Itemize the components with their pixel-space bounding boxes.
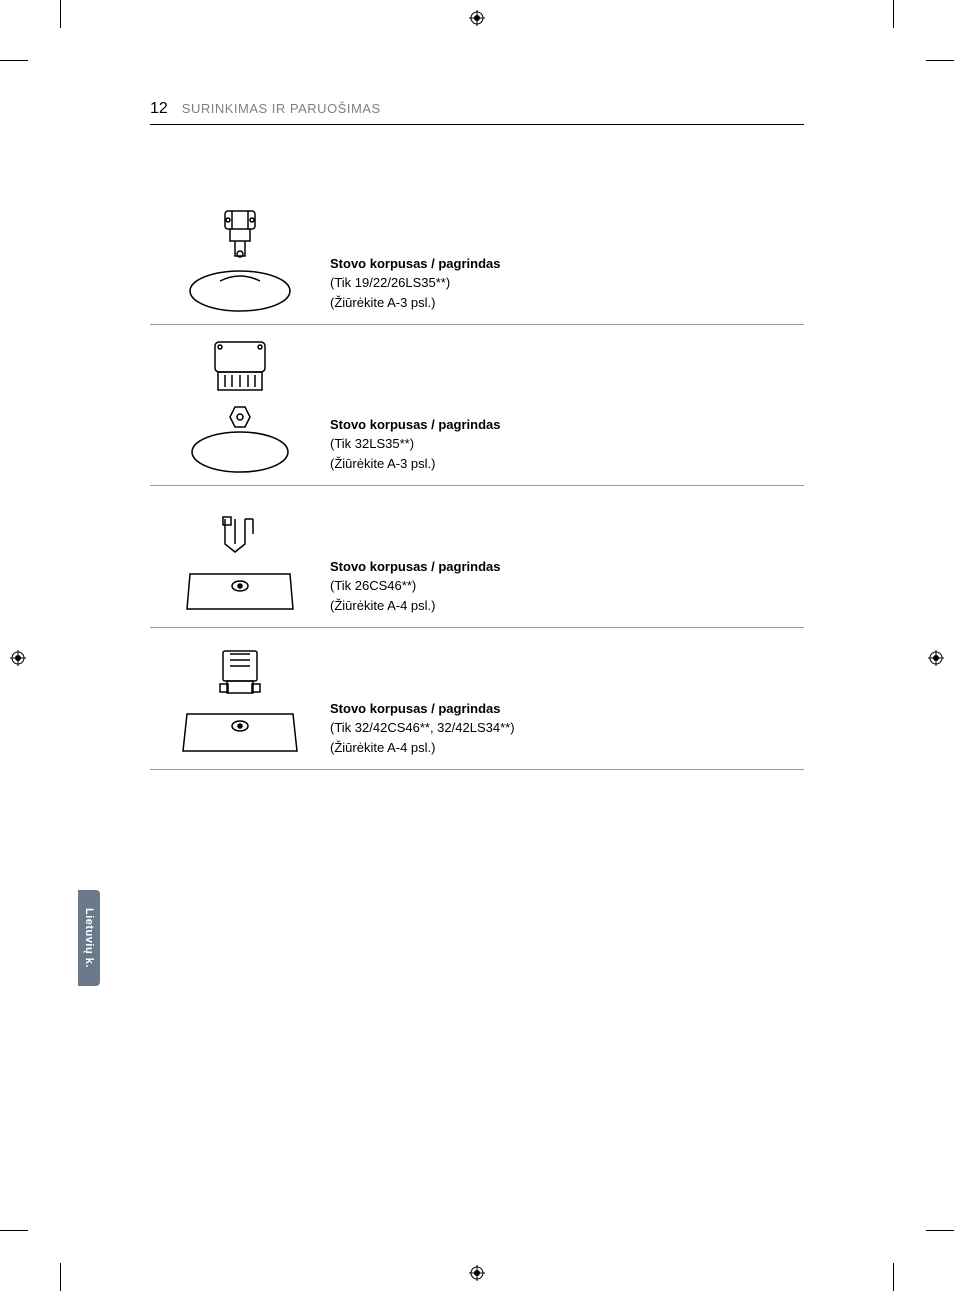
stand-diagram-icon <box>150 206 330 316</box>
parts-description: Stovo korpusas / pagrindas (Tik 19/22/26… <box>330 254 804 317</box>
registration-mark-icon <box>469 1265 485 1281</box>
parts-reference: (Žiūrėkite A-3 psl.) <box>330 293 804 313</box>
crop-mark <box>926 1230 954 1231</box>
parts-description: Stovo korpusas / pagrindas (Tik 32/42CS4… <box>330 699 804 762</box>
parts-title: Stovo korpusas / pagrindas <box>330 699 804 719</box>
crop-mark <box>926 60 954 61</box>
parts-model: (Tik 19/22/26LS35**) <box>330 273 804 293</box>
stand-diagram-icon <box>150 337 330 477</box>
parts-row: Stovo korpusas / pagrindas (Tik 32LS35**… <box>150 337 804 486</box>
crop-mark <box>0 1230 28 1231</box>
parts-reference: (Žiūrėkite A-4 psl.) <box>330 596 804 616</box>
parts-title: Stovo korpusas / pagrindas <box>330 254 804 274</box>
section-title: SURINKIMAS IR PARUOŠIMAS <box>182 101 381 116</box>
page-content: 12 SURINKIMAS IR PARUOŠIMAS <box>0 0 954 830</box>
registration-mark-icon <box>469 10 485 26</box>
page-number: 12 <box>150 100 168 118</box>
registration-mark-icon <box>928 650 944 666</box>
crop-mark <box>893 1263 894 1291</box>
crop-mark <box>893 0 894 28</box>
crop-mark <box>60 0 61 28</box>
parts-description: Stovo korpusas / pagrindas (Tik 26CS46**… <box>330 557 804 620</box>
registration-mark-icon <box>10 650 26 666</box>
parts-reference: (Žiūrėkite A-3 psl.) <box>330 454 804 474</box>
parts-model: (Tik 32LS35**) <box>330 434 804 454</box>
crop-mark <box>0 60 28 61</box>
page-header: 12 SURINKIMAS IR PARUOŠIMAS <box>150 100 804 125</box>
parts-row: Stovo korpusas / pagrindas (Tik 19/22/26… <box>150 195 804 325</box>
language-tab: Lietuvių k. <box>78 890 100 986</box>
parts-title: Stovo korpusas / pagrindas <box>330 557 804 577</box>
parts-reference: (Žiūrėkite A-4 psl.) <box>330 738 804 758</box>
stand-diagram-icon <box>150 514 330 619</box>
parts-row: Stovo korpusas / pagrindas (Tik 26CS46**… <box>150 498 804 628</box>
parts-row: Stovo korpusas / pagrindas (Tik 32/42CS4… <box>150 640 804 770</box>
parts-description: Stovo korpusas / pagrindas (Tik 32LS35**… <box>330 415 804 478</box>
parts-model: (Tik 26CS46**) <box>330 576 804 596</box>
parts-model: (Tik 32/42CS46**, 32/42LS34**) <box>330 718 804 738</box>
parts-title: Stovo korpusas / pagrindas <box>330 415 804 435</box>
crop-mark <box>60 1263 61 1291</box>
stand-diagram-icon <box>150 646 330 761</box>
